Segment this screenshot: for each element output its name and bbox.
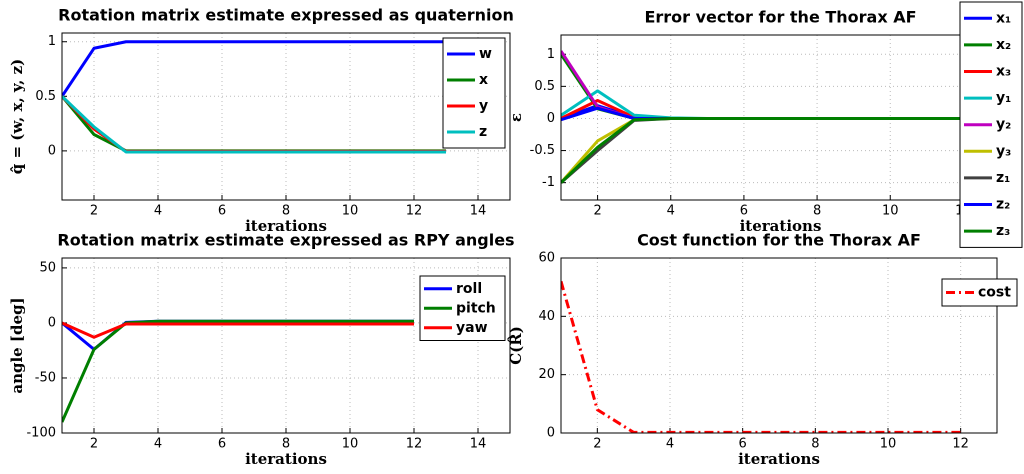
series-group	[62, 40, 446, 154]
legend-label: x	[479, 72, 488, 88]
chart-title: Error vector for the Thorax AF	[644, 8, 916, 27]
legend-label: y₂	[996, 117, 1011, 133]
y-tick-label: 0	[547, 111, 555, 126]
x-tick-label: 6	[218, 204, 226, 219]
plot-area	[62, 33, 510, 200]
y-tick-label: 0.5	[534, 79, 555, 94]
y-tick-label: 1	[547, 47, 555, 62]
legend-label: x₃	[996, 64, 1011, 80]
legend-label: y₁	[996, 90, 1011, 106]
y-axis-label: angle [deg]	[8, 297, 26, 393]
y-tick-label: 0	[48, 143, 56, 158]
legend-label: z	[479, 124, 487, 140]
x-tick-label: 6	[739, 437, 747, 452]
x-tick-label: 12	[952, 437, 969, 452]
x-tick-label: 12	[406, 204, 423, 219]
series-line	[561, 116, 964, 184]
series-line	[62, 321, 414, 339]
x-axis-label: iterations	[738, 450, 820, 468]
x-tick-label: 10	[342, 437, 359, 452]
series-group	[62, 319, 414, 423]
legend-label: yaw	[456, 320, 488, 336]
x-tick-label: 4	[154, 437, 162, 452]
legend-label: y₃	[996, 143, 1011, 159]
series-line	[62, 40, 446, 98]
x-tick-label: 12	[406, 437, 423, 452]
series-group	[561, 50, 964, 184]
x-tick-label: 8	[282, 437, 290, 452]
legend-label: y	[479, 98, 488, 114]
series-line	[62, 95, 446, 154]
legend-label: cost	[978, 285, 1011, 301]
x-tick-label: 8	[813, 204, 821, 219]
x-axis-label: iterations	[245, 450, 327, 468]
legend-label: x₂	[996, 37, 1011, 53]
x-tick-label: 2	[593, 204, 601, 219]
y-axis-label: C(R̂)	[507, 326, 525, 365]
y-tick-label: 50	[39, 260, 56, 275]
legend-label: roll	[456, 281, 482, 297]
y-tick-label: -50	[35, 370, 56, 385]
x-axis-label: iterations	[245, 217, 327, 235]
x-tick-label: 14	[470, 204, 487, 219]
x-tick-label: 2	[90, 204, 98, 219]
legend-label: x₁	[996, 10, 1011, 26]
x-tick-label: 6	[218, 437, 226, 452]
legend-label: z₃	[996, 223, 1010, 239]
y-axis-label: q̂ = (w, x, y, z)	[8, 59, 26, 174]
x-tick-label: 6	[740, 204, 748, 219]
y-tick-label: -1	[542, 175, 555, 190]
chart-title: Cost function for the Thorax AF	[637, 231, 921, 250]
legend-label: pitch	[456, 300, 496, 316]
chart-title: Rotation matrix estimate expressed as RP…	[57, 231, 514, 250]
x-tick-label: 2	[593, 437, 601, 452]
y-tick-label: 20	[538, 367, 555, 382]
y-tick-label: -100	[26, 426, 56, 441]
axes-frame	[560, 257, 998, 434]
y-tick-label: 0	[48, 315, 56, 330]
x-tick-label: 8	[282, 204, 290, 219]
x-tick-label: 10	[882, 204, 899, 219]
x-tick-label: 10	[880, 437, 897, 452]
x-tick-label: 10	[342, 204, 359, 219]
x-tick-label: 4	[154, 204, 162, 219]
y-tick-label: 60	[538, 251, 555, 266]
legend-label: z₂	[996, 197, 1010, 213]
legend-box	[442, 37, 506, 149]
legend-label: z₁	[996, 170, 1010, 186]
axes-frame	[61, 257, 511, 434]
x-tick-label: 2	[90, 437, 98, 452]
legend-label: w	[479, 46, 492, 62]
y-tick-label: -0.5	[530, 143, 555, 158]
y-tick-label: 40	[538, 309, 555, 324]
y-tick-label: 0	[547, 426, 555, 441]
chart-title: Rotation matrix estimate expressed as qu…	[58, 6, 514, 25]
axes-frame	[61, 32, 511, 201]
x-tick-label: 4	[667, 204, 675, 219]
x-tick-label: 4	[666, 437, 674, 452]
x-axis-label: iterations	[740, 217, 822, 235]
x-tick-label: 8	[811, 437, 819, 452]
x-tick-label: 14	[470, 437, 487, 452]
y-tick-label: 0.5	[35, 89, 56, 104]
y-axis-label: ε	[507, 113, 525, 122]
plot-area	[561, 258, 997, 433]
y-tick-label: 1	[48, 34, 56, 49]
